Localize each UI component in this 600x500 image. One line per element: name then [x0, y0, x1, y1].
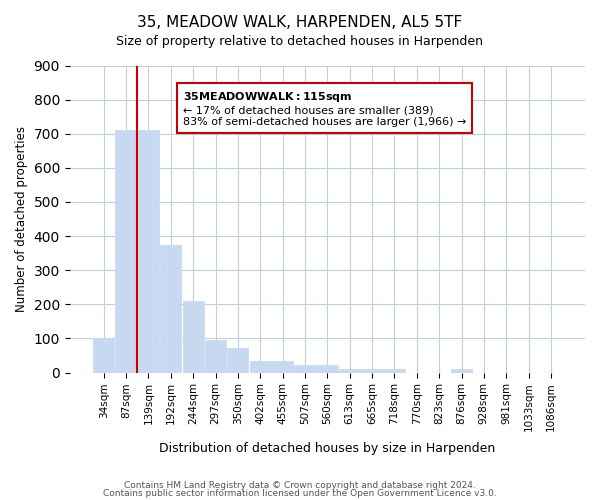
Bar — [227, 348, 248, 372]
Bar — [205, 340, 226, 372]
Bar — [317, 365, 338, 372]
Bar — [138, 130, 159, 372]
X-axis label: Distribution of detached houses by size in Harpenden: Distribution of detached houses by size … — [159, 442, 496, 455]
Bar — [384, 369, 405, 372]
Bar — [182, 301, 204, 372]
Text: $\bf{35 MEADOW WALK: 115sqm}$
← 17% of detached houses are smaller (389)
83% of : $\bf{35 MEADOW WALK: 115sqm}$ ← 17% of d… — [183, 90, 466, 128]
Text: Size of property relative to detached houses in Harpenden: Size of property relative to detached ho… — [116, 35, 484, 48]
Bar — [451, 369, 472, 372]
Bar — [272, 360, 293, 372]
Bar — [361, 369, 383, 372]
Text: 35, MEADOW WALK, HARPENDEN, AL5 5TF: 35, MEADOW WALK, HARPENDEN, AL5 5TF — [137, 15, 463, 30]
Bar — [250, 360, 271, 372]
Bar — [295, 365, 316, 372]
Text: Contains public sector information licensed under the Open Government Licence v3: Contains public sector information licen… — [103, 488, 497, 498]
Bar — [339, 369, 361, 372]
Bar — [93, 338, 115, 372]
Bar — [115, 130, 137, 372]
Bar — [160, 244, 181, 372]
Text: Contains HM Land Registry data © Crown copyright and database right 2024.: Contains HM Land Registry data © Crown c… — [124, 481, 476, 490]
Y-axis label: Number of detached properties: Number of detached properties — [15, 126, 28, 312]
